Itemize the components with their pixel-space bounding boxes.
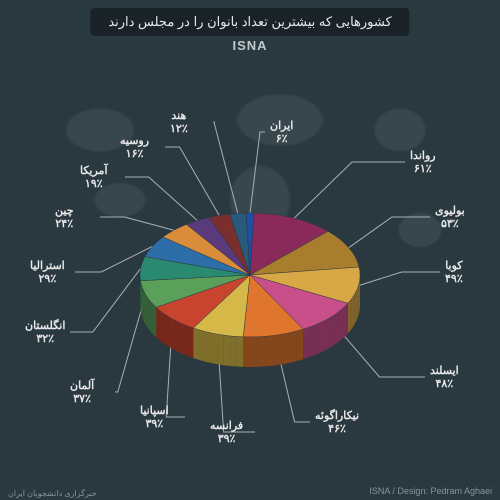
slice-country: آمریکا	[80, 165, 108, 177]
slice-country: بولیوی	[435, 205, 465, 217]
slice-country: آلمان	[70, 380, 94, 392]
slice-label: فرانسه۳۹٪	[210, 420, 243, 446]
slice-country: روسیه	[120, 135, 149, 147]
slice-label: هند۱۲٪	[170, 110, 188, 136]
footer-logo: خبرگزاری دانشجویان ایران	[8, 489, 97, 498]
slice-label: نیکاراگوئه۴۶٪	[315, 410, 359, 436]
slice-pct: ۴۸٪	[430, 378, 459, 391]
slice-label: کوبا۴۹٪	[445, 260, 463, 286]
chart-title: کشورهایی که بیشترین تعداد بانوان را در م…	[90, 8, 409, 36]
slice-label: ایران۶٪	[270, 120, 293, 146]
pie-svg	[130, 200, 370, 380]
slice-pct: ۲۹٪	[30, 273, 65, 286]
slice-pct: ۳۹٪	[140, 418, 169, 431]
slice-pct: ۳۷٪	[70, 393, 94, 406]
slice-label: آلمان۳۷٪	[70, 380, 94, 406]
slice-label: آمریکا۱۹٪	[80, 165, 108, 191]
slice-label: روسیه۱۶٪	[120, 135, 149, 161]
slice-country: استرالیا	[30, 260, 65, 272]
footer-credit: ISNA / Design: Pedram Aghaei	[369, 486, 492, 496]
slice-label: رواندا۶۱٪	[410, 150, 436, 176]
slice-label: بولیوی۵۳٪	[435, 205, 465, 231]
slice-country: هند	[171, 110, 186, 122]
slice-pct: ۴۶٪	[315, 423, 359, 436]
pie-chart: ایران۶٪ رواندا۶۱٪ بولیوی۵۳٪ کوبا۴۹٪ ایسلند۴۸…	[20, 110, 480, 470]
slice-pct: ۳۲٪	[25, 333, 65, 346]
slice-country: چین	[55, 205, 74, 217]
slice-country: اسپانیا	[140, 405, 169, 417]
slice-country: کوبا	[445, 260, 462, 272]
slice-pct: ۱۶٪	[120, 148, 149, 161]
slice-country: فرانسه	[210, 420, 243, 432]
slice-label: اسپانیا۳۹٪	[140, 405, 169, 431]
brand-label: ISNA	[232, 38, 267, 53]
slice-country: نیکاراگوئه	[315, 410, 359, 422]
slice-pct: ۱۹٪	[80, 178, 108, 191]
slice-pct: ۳۹٪	[210, 433, 243, 446]
slice-pct: ۴۹٪	[445, 273, 463, 286]
slice-pct: ۶٪	[270, 133, 293, 146]
slice-country: ایسلند	[430, 365, 459, 377]
slice-label: ایسلند۴۸٪	[430, 365, 459, 391]
slice-pct: ۱۲٪	[170, 123, 188, 136]
slice-label: استرالیا۲۹٪	[30, 260, 65, 286]
slice-country: رواندا	[410, 150, 436, 162]
slice-label: انگلستان۳۲٪	[25, 320, 65, 346]
slice-country: ایران	[270, 120, 293, 132]
slice-pct: ۶۱٪	[410, 163, 436, 176]
slice-label: چین۲۴٪	[55, 205, 74, 231]
slice-pct: ۲۴٪	[55, 218, 74, 231]
slice-country: انگلستان	[25, 320, 65, 332]
slice-pct: ۵۳٪	[435, 218, 465, 231]
